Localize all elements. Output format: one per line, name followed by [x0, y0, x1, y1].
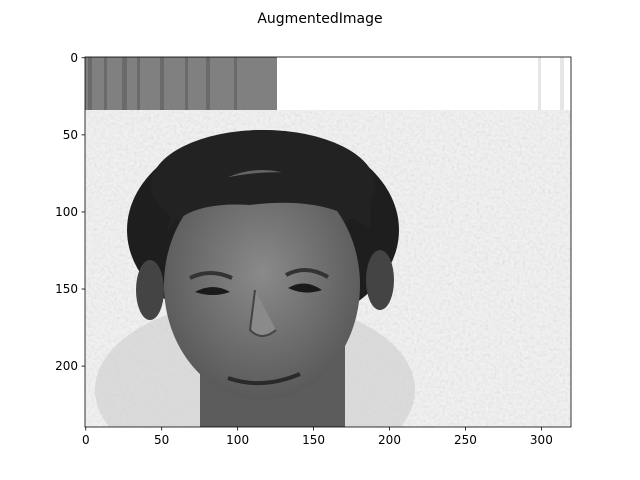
y-tick-label: 0	[70, 51, 78, 65]
x-tick-label: 250	[454, 433, 477, 447]
x-tick-label: 150	[302, 433, 325, 447]
image	[85, 57, 571, 427]
chart-title: AugmentedImage	[257, 11, 382, 27]
y-tick-label: 100	[55, 205, 78, 219]
x-tick-label: 300	[530, 433, 553, 447]
y-tick-label: 200	[55, 359, 78, 373]
x-tick-label: 50	[154, 433, 169, 447]
x-tick-label: 100	[226, 433, 249, 447]
axes-frame	[84, 56, 572, 428]
x-tick-label: 0	[82, 433, 90, 447]
y-tick-label: 150	[55, 282, 78, 296]
y-tick-label: 50	[63, 128, 78, 142]
x-tick-label: 200	[378, 433, 401, 447]
